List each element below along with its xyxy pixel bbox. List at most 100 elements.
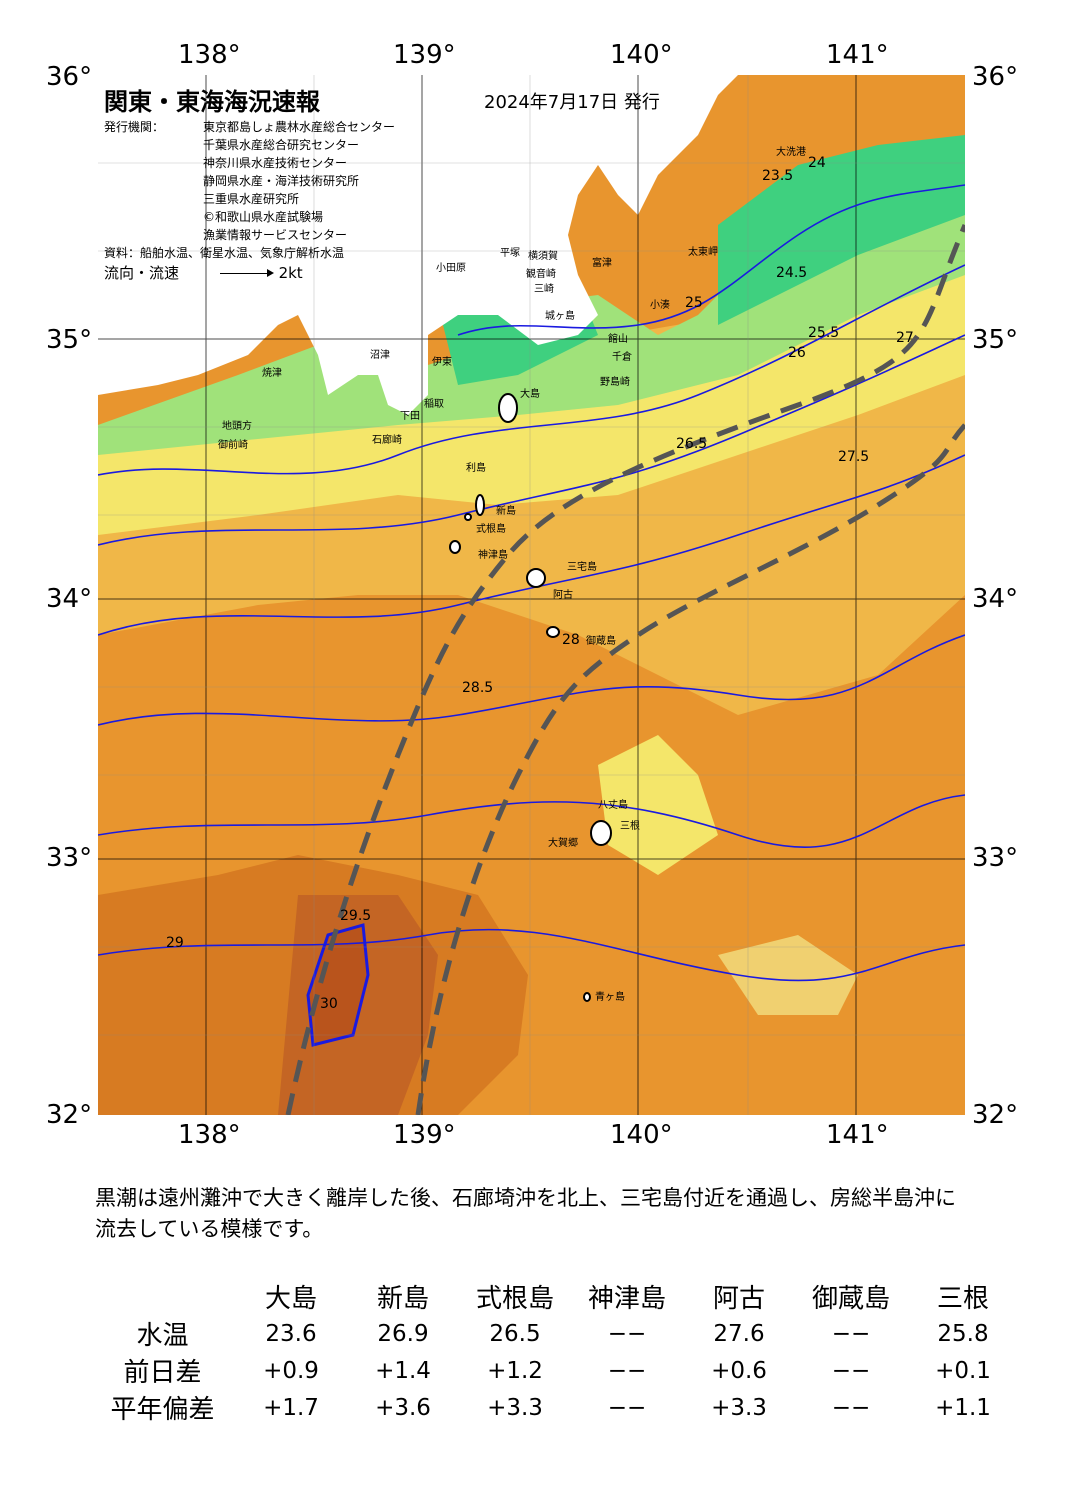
place-name: 御蔵島 <box>586 636 616 647</box>
table-cell: −− <box>607 1357 647 1384</box>
contour-label: 24.5 <box>776 265 808 281</box>
place-name: 沼津 <box>370 350 390 361</box>
isotherms <box>97 184 966 982</box>
table-cell: +1.2 <box>487 1357 543 1384</box>
table-cell: −− <box>607 1394 647 1421</box>
island-hachijojima <box>590 820 612 846</box>
issuer: 東京都島しょ農林水産総合センター <box>203 120 396 134</box>
lat-label-left: 35° <box>46 325 93 355</box>
sea-mid-zone <box>98 225 965 535</box>
lat-label-left: 32° <box>46 1100 93 1130</box>
station-name: 三根 <box>936 1284 989 1314</box>
contour-label: 27.5 <box>838 449 870 465</box>
issue-date: 2024年7月17日 発行 <box>484 92 660 113</box>
island-aogashima <box>583 992 591 1002</box>
lon-label-top: 138° <box>178 40 241 70</box>
issuer-label: 発行機関： <box>104 120 165 134</box>
station-name: 御蔵島 <box>811 1284 890 1314</box>
contour-label: 29 <box>166 935 184 951</box>
place-name: 三崎 <box>534 284 554 295</box>
data-source: 資料：船舶水温、衛星水温、気象庁解析水温 <box>104 246 345 260</box>
table-cell: 25.8 <box>937 1320 989 1347</box>
contour-label: 28.5 <box>462 680 494 696</box>
place-name: 地頭方 <box>222 421 252 432</box>
table-cell: +0.9 <box>263 1357 319 1384</box>
place-name: 下田 <box>400 411 420 422</box>
issuer: ©和歌山県水産試験場 <box>203 210 324 224</box>
flow-legend-label: 流向・流速 <box>104 264 180 282</box>
place-name: 大洗港 <box>776 147 806 158</box>
contour-label: 25 <box>685 295 703 311</box>
land <box>98 75 965 415</box>
sea-warm-zone-3 <box>718 935 858 1015</box>
lat-label-right: 36° <box>972 62 1019 92</box>
issuer: 神奈川県水産技術センター <box>203 156 348 170</box>
table-cell: +3.3 <box>487 1394 543 1421</box>
row-label: 前日差 <box>123 1358 202 1388</box>
place-name: 八丈島 <box>598 800 628 811</box>
table-cell: −− <box>831 1394 871 1421</box>
lon-label-top: 141° <box>826 40 889 70</box>
table-cell: 23.6 <box>265 1320 317 1347</box>
table-cell: −− <box>831 1320 871 1347</box>
place-name: 神津島 <box>478 550 508 561</box>
flow-scale: 2kt <box>278 264 303 282</box>
island-kozushima <box>449 540 461 554</box>
island-niijima <box>475 494 485 516</box>
place-name: 小湊 <box>650 300 670 311</box>
grid-lines <box>98 75 965 1115</box>
flow-legend: 流向・流速 2kt <box>104 262 303 283</box>
station-name: 式根島 <box>475 1284 554 1314</box>
place-name: 城ヶ島 <box>545 311 575 322</box>
lat-label-left: 36° <box>46 62 93 92</box>
issuer-list: 東京都島しょ農林水産総合センター 千葉県水産総合研究センター 神奈川県水産技術セ… <box>203 118 395 244</box>
place-name: 御前崎 <box>218 440 248 451</box>
place-name: 館山 <box>608 334 628 345</box>
lon-label-top: 140° <box>610 40 673 70</box>
station-name: 阿古 <box>712 1284 765 1314</box>
place-name: 焼津 <box>262 368 282 379</box>
sea-cold-zone <box>718 135 965 325</box>
table-cell: +0.1 <box>935 1357 991 1384</box>
place-name: 横須賀 <box>528 251 558 262</box>
place-name: 青ヶ島 <box>595 992 625 1003</box>
place-name: 野島崎 <box>600 377 630 388</box>
issuer: 静岡県水産・海洋技術研究所 <box>203 174 360 188</box>
flow-arrow-icon <box>219 269 274 277</box>
place-name: 千倉 <box>612 352 632 363</box>
contour-label: 27 <box>896 330 914 346</box>
station-name: 新島 <box>376 1284 429 1314</box>
lon-label-top: 139° <box>393 40 456 70</box>
contour-label: 28 <box>562 632 580 648</box>
contour-label: 30 <box>320 996 338 1012</box>
lat-label-right: 34° <box>972 584 1019 614</box>
island-mikurajima <box>546 626 560 638</box>
station-name: 大島 <box>264 1284 317 1314</box>
place-name: 石廊崎 <box>372 435 402 446</box>
place-name: 大島 <box>520 389 540 400</box>
place-name: 新島 <box>496 506 516 517</box>
place-name: 利島 <box>466 463 486 474</box>
place-name: 観音崎 <box>526 269 556 280</box>
place-name: 大賀郷 <box>548 838 578 849</box>
row-label: 水温 <box>136 1321 189 1351</box>
place-name: 伊東 <box>432 357 452 368</box>
lon-label-bottom: 139° <box>393 1120 456 1150</box>
place-name: 式根島 <box>476 524 506 535</box>
table-row: 平年偏差 +1.7 +3.6 +3.3 −− +3.3 −− +1.1 <box>90 1389 1019 1426</box>
lat-label-right: 35° <box>972 325 1019 355</box>
table-cell: +1.7 <box>263 1394 319 1421</box>
stats-corner <box>90 1278 235 1315</box>
table-cell: 26.9 <box>377 1320 429 1347</box>
table-cell: +1.1 <box>935 1394 991 1421</box>
contour-label: 25.5 <box>808 325 840 341</box>
station-name: 神津島 <box>587 1284 666 1314</box>
table-cell: +1.4 <box>375 1357 431 1384</box>
place-name: 三根 <box>620 821 640 832</box>
row-label: 平年偏差 <box>110 1395 215 1425</box>
summary-text: 黒潮は遠州灘沖で大きく離岸した後、石廊埼沖を北上、三宅島付近を通過し、房総半島沖… <box>95 1186 956 1241</box>
stats-header-row: 大島 新島 式根島 神津島 阿古 御蔵島 三根 <box>90 1278 1019 1315</box>
table-cell: +3.6 <box>375 1394 431 1421</box>
contour-label: 26 <box>788 345 806 361</box>
lon-label-bottom: 140° <box>610 1120 673 1150</box>
